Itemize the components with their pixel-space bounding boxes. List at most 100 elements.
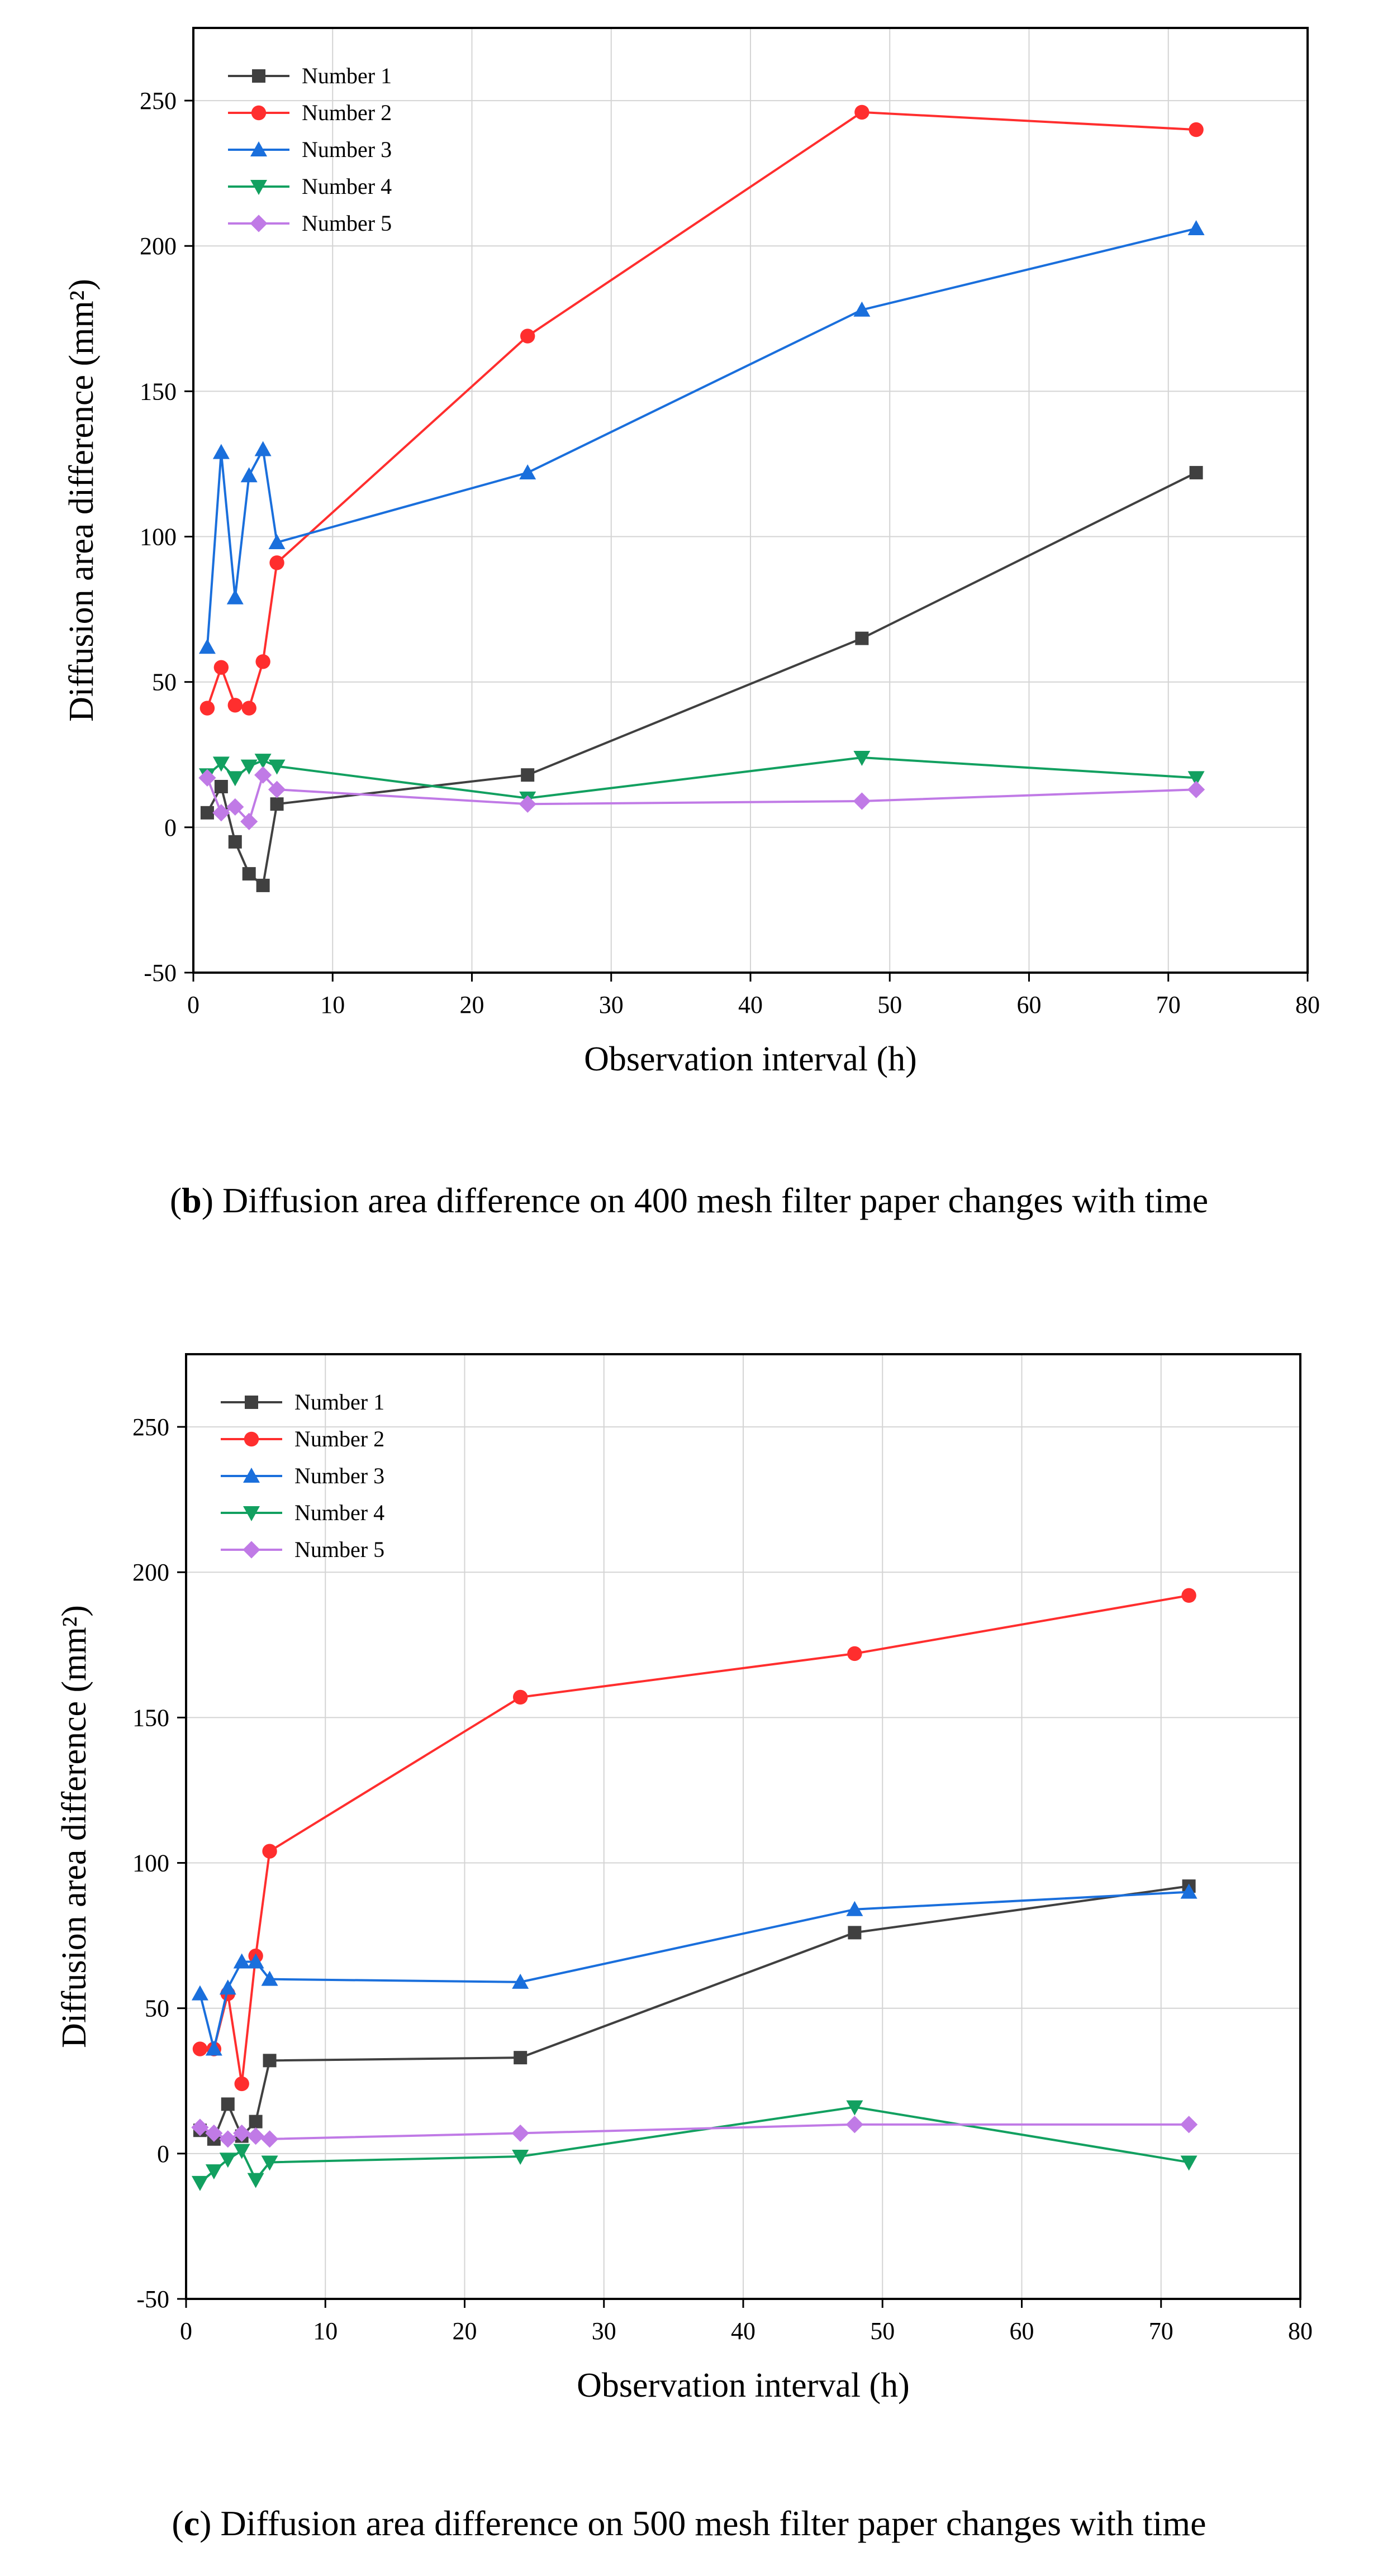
data-point-s3-2 [205,2040,222,2056]
data-point-s1-9 [1189,466,1203,480]
y-tick-label-0: -50 [136,2285,169,2313]
legend-marker-5 [250,215,268,232]
data-point-s3-8 [853,301,871,317]
x-tick-label-0: 0 [187,991,199,1018]
data-point-s5-3 [226,798,244,816]
series-line-3 [198,1891,1189,2050]
legend-marker-5 [243,1541,260,1559]
series-line-4 [206,756,1196,799]
data-point-s3-7 [519,464,536,480]
y-tick-label-6: 250 [140,87,177,115]
caption-text-c: Diffusion area difference on 500 mesh fi… [211,2503,1206,2543]
data-point-s5-9 [1187,780,1205,798]
legend-marker-3 [243,1468,260,1483]
data-point-s4-5 [247,2173,264,2188]
data-point-s1-5 [256,878,270,892]
x-tick-label-3: 30 [592,2317,616,2345]
legend-marker-4 [250,180,267,195]
series-line-5 [206,774,1196,823]
x-tick-label-6: 60 [1010,2317,1034,2345]
data-point-s3-6 [261,1970,278,1986]
data-point-s1-7 [514,2051,528,2065]
data-point-s5-3 [219,2130,237,2148]
caption-panel-c: (c) Diffusion area difference on 500 mes… [172,2503,1206,2543]
legend-marker-1 [252,69,265,83]
data-point-s5-7 [519,795,536,813]
series-2 [192,1588,1196,2092]
data-point-s5-9 [1180,2116,1198,2134]
data-point-s2-9 [1189,122,1204,137]
data-point-s5-1 [191,2118,209,2136]
y-tick-label-3: 100 [132,1850,169,1877]
caption-letter-b: b [182,1180,202,1220]
y-tick-label-1: 0 [164,814,177,841]
data-point-s2-6 [262,1844,277,1859]
legend-label-3: Number 3 [294,1463,384,1488]
y-tick-label-2: 50 [152,669,177,696]
data-point-s2-9 [1181,1588,1196,1603]
x-axis-title: Observation interval (h) [584,1040,917,1078]
data-point-s3-4 [233,1953,250,1969]
legend-label-4: Number 4 [302,174,392,199]
x-axis-title: Observation interval (h) [577,2367,910,2404]
data-point-s1-6 [263,2054,277,2068]
y-tick-label-3: 100 [140,523,177,551]
y-tick-label-4: 150 [140,378,177,405]
series-line-1 [206,472,1197,887]
y-tick-label-5: 200 [140,232,177,260]
x-tick-label-7: 70 [1149,2317,1173,2345]
legend-marker-4 [243,1506,260,1521]
data-point-s5-1 [198,769,216,787]
data-point-s4-6 [261,2155,278,2171]
data-point-s4-1 [191,2175,208,2191]
data-point-s5-4 [233,2124,251,2142]
data-point-s4-6 [268,759,286,775]
data-point-s1-2 [214,780,228,794]
x-tick-label-5: 50 [870,2317,895,2345]
y-tick-label-2: 50 [145,1995,169,2022]
data-point-s5-8 [845,2116,863,2134]
data-point-s3-1 [191,1985,208,2001]
data-point-s3-1 [198,639,216,654]
series-4 [198,750,1205,807]
legend-label-2: Number 2 [302,100,392,125]
data-point-s5-7 [511,2124,529,2142]
x-tick-label-5: 50 [877,991,902,1018]
legend-label-4: Number 4 [294,1500,384,1525]
data-point-s1-7 [521,768,535,782]
data-point-s2-2 [213,660,229,675]
data-point-s2-7 [520,328,535,344]
data-point-s2-6 [269,555,284,570]
data-point-s1-8 [848,1926,862,1940]
legend-marker-3 [250,141,267,156]
series-3 [198,220,1205,654]
data-point-s2-1 [192,2041,208,2056]
data-point-s5-2 [205,2124,223,2142]
data-point-s2-3 [227,698,243,713]
data-point-s4-9 [1180,2155,1198,2171]
x-tick-label-8: 80 [1288,2317,1313,2345]
data-point-s3-9 [1180,1883,1198,1899]
data-point-s3-8 [846,1901,863,1916]
x-tick-label-3: 30 [599,991,624,1018]
series-5 [198,766,1205,831]
data-point-s1-4 [242,867,256,881]
legend-marker-1 [245,1396,258,1409]
chart-panel-c: 0 10 20 30 40 50 60 70 80 -50 0 50 100 150 200 250 Obser… [55,1353,1313,2404]
x-tick-label-7: 70 [1156,991,1181,1018]
plot-frame [185,1353,1301,2300]
legend-label-1: Number 1 [294,1389,384,1415]
series-5 [191,2116,1198,2148]
caption-text-b: Diffusion area difference on 400 mesh fi… [213,1180,1209,1220]
data-point-s4-9 [1187,771,1205,787]
y-tick-label-4: 150 [132,1704,169,1731]
legend-label-2: Number 2 [294,1426,384,1451]
data-point-s5-5 [254,766,272,784]
data-point-s1-1 [200,806,214,820]
data-point-s1-3 [221,2097,235,2111]
data-point-s1-3 [228,835,242,849]
data-point-s3-2 [212,444,230,459]
data-point-s4-3 [226,771,244,787]
series-1 [200,466,1203,892]
